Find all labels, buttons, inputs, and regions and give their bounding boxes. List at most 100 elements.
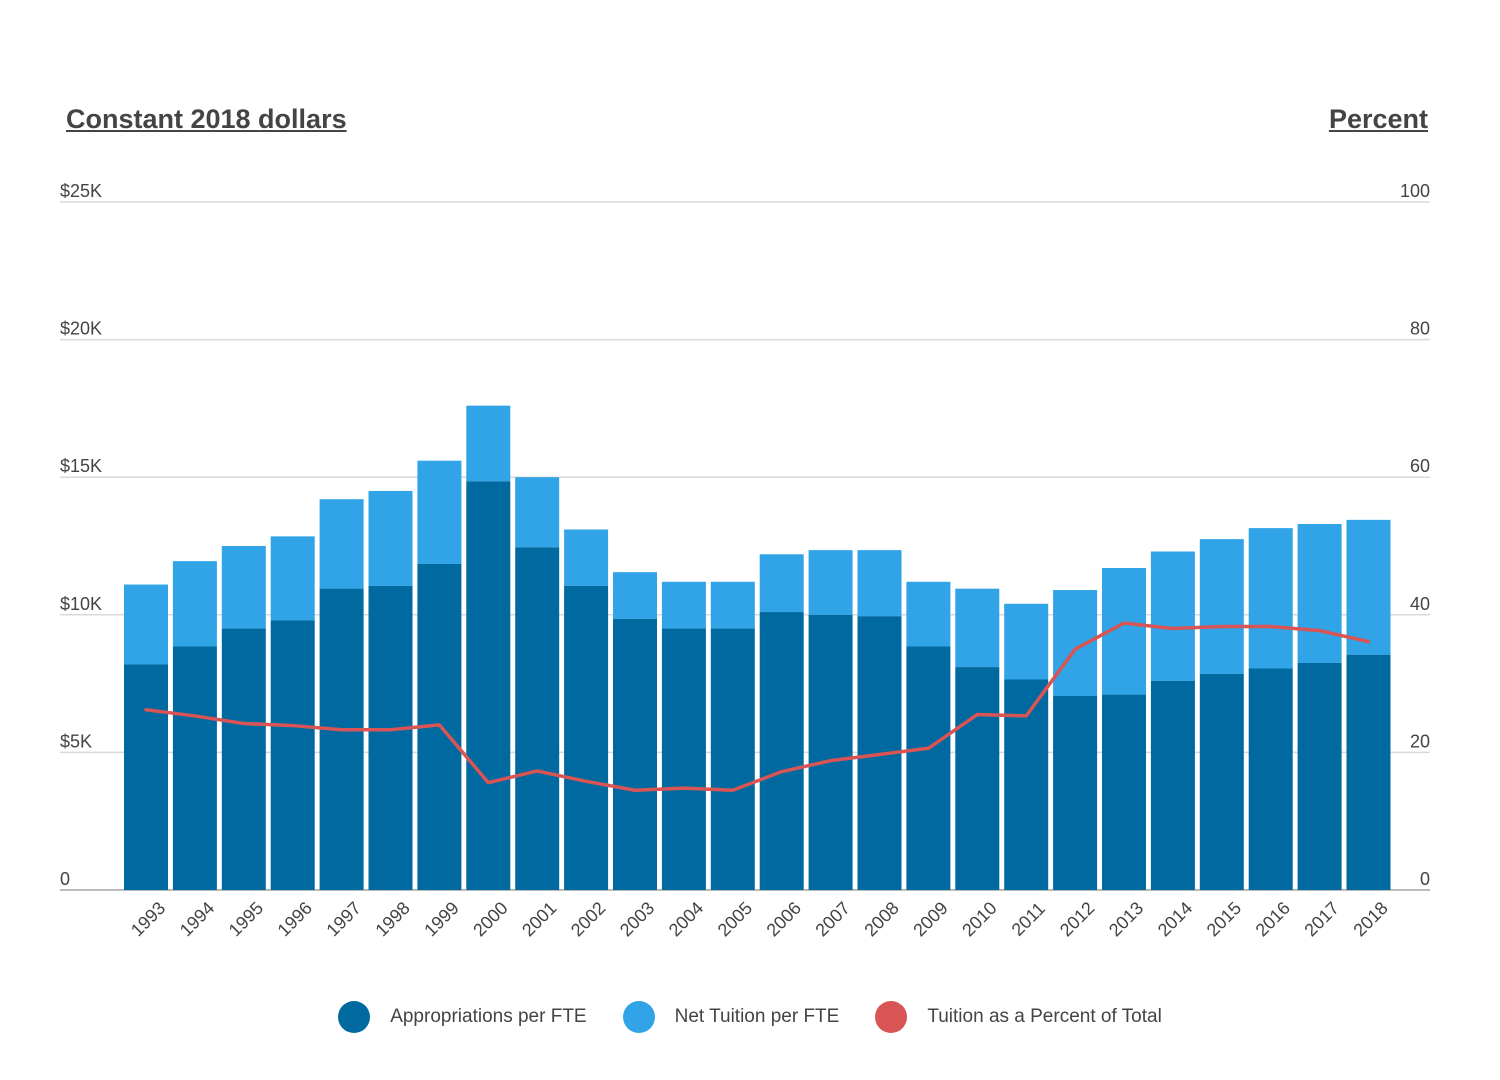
bar-net-tuition <box>857 550 902 617</box>
bar-net-tuition <box>808 550 853 615</box>
x-tick-label: 2002 <box>567 898 609 940</box>
legend-swatch-tuition-percent <box>875 1001 908 1033</box>
bar-appropriations <box>710 628 755 890</box>
x-tick-label: 2015 <box>1203 898 1245 940</box>
bar-net-tuition <box>955 588 1000 668</box>
bar-appropriations <box>613 618 657 890</box>
x-tick-label: 1994 <box>176 898 218 940</box>
legend-label-net-tuition: Net Tuition per FTE <box>674 1006 840 1027</box>
x-tick-label: 1995 <box>225 898 267 940</box>
bar-appropriations <box>906 646 951 890</box>
x-tick-label: 2000 <box>469 898 511 940</box>
bar-net-tuition <box>1199 539 1244 674</box>
bar-appropriations <box>172 646 217 890</box>
x-tick-label: 2012 <box>1056 898 1098 940</box>
x-tick-label: 2013 <box>1105 898 1147 940</box>
bar-appropriations <box>564 585 609 890</box>
x-tick-label: 1999 <box>420 898 462 940</box>
left-tick-label: $10K <box>60 594 102 614</box>
x-tick-label: 2003 <box>616 898 658 940</box>
legend-item-tuition-percent[interactable]: Tuition as a Percent of Total <box>875 1001 1162 1033</box>
bar-appropriations <box>124 664 168 890</box>
bar-appropriations <box>1248 668 1293 890</box>
bar-appropriations <box>1102 694 1146 890</box>
bar-net-tuition <box>1248 528 1293 669</box>
bar-net-tuition <box>221 546 266 629</box>
x-tick-label: 2018 <box>1349 898 1391 940</box>
bar-net-tuition <box>466 405 511 482</box>
bar-net-tuition <box>368 490 413 586</box>
left-tick-label: $20K <box>60 319 102 339</box>
left-tick-label: 0 <box>60 869 70 889</box>
bar-appropriations <box>270 620 315 890</box>
right-tick-label: 20 <box>1410 731 1430 751</box>
right-tick-label: 100 <box>1400 181 1430 201</box>
x-tick-label: 1998 <box>371 898 413 940</box>
bar-appropriations <box>221 628 266 890</box>
x-tick-label: 1996 <box>274 898 316 940</box>
left-tick-label: $15K <box>60 456 102 476</box>
x-tick-label: 2009 <box>909 898 951 940</box>
bar-net-tuition <box>1346 519 1391 655</box>
x-tick-label: 2005 <box>714 898 756 940</box>
bar-appropriations <box>759 612 804 890</box>
right-axis-title: Percent <box>1328 104 1428 134</box>
left-tick-label: $25K <box>60 181 102 201</box>
x-tick-label: 2006 <box>763 898 805 940</box>
bar-appropriations <box>1004 679 1049 890</box>
stacked-bar-line-chart: 0 0 $5K 20 $10K 40 $15K 60 $20K 80 $25K 100 1993 1994… <box>60 181 1430 940</box>
x-tick-label: 2001 <box>518 898 560 940</box>
legend-item-net-tuition[interactable]: Net Tuition per FTE <box>622 1001 840 1033</box>
x-tick-label: 2004 <box>665 898 707 940</box>
bar-appropriations <box>955 667 1000 890</box>
legend-item-appropriations[interactable]: Appropriations per FTE <box>338 1001 587 1033</box>
bar-net-tuition <box>319 499 364 589</box>
legend-label-appropriations: Appropriations per FTE <box>390 1006 587 1027</box>
bar-appropriations <box>1346 654 1391 890</box>
bar-appropriations <box>1053 695 1098 890</box>
bar-net-tuition <box>710 581 755 629</box>
legend-swatch-appropriations <box>338 1001 371 1033</box>
legend-label-tuition-percent: Tuition as a Percent of Total <box>927 1006 1162 1027</box>
x-tick-label: 2016 <box>1252 898 1294 940</box>
bar-net-tuition <box>564 529 609 586</box>
bar-net-tuition <box>661 581 706 629</box>
bar-appropriations <box>368 585 413 890</box>
left-tick-label: $5K <box>60 731 92 751</box>
bar-net-tuition <box>1150 551 1195 681</box>
bar-net-tuition <box>1297 523 1342 663</box>
bar-net-tuition <box>906 581 951 647</box>
x-tick-label: 2010 <box>958 898 1000 940</box>
legend: Appropriations per FTE Net Tuition per F… <box>0 1001 1500 1033</box>
bar-net-tuition <box>172 561 217 647</box>
bar-net-tuition <box>1004 603 1049 680</box>
x-tick-label: 1993 <box>127 898 169 940</box>
x-tick-label: 2014 <box>1154 898 1196 940</box>
bar-net-tuition <box>270 536 315 621</box>
right-tick-label: 80 <box>1410 319 1430 339</box>
bar-net-tuition <box>759 554 804 613</box>
bar-appropriations <box>808 614 853 890</box>
bar-appropriations <box>1297 662 1342 890</box>
series-line-tuition-percent <box>144 621 1371 792</box>
x-tick-label: 2017 <box>1300 898 1342 940</box>
right-tick-label: 40 <box>1410 594 1430 614</box>
bar-net-tuition <box>1053 590 1098 696</box>
x-tick-label: 2007 <box>811 898 853 940</box>
x-tick-label: 2011 <box>1008 898 1050 940</box>
bar-net-tuition <box>124 584 168 665</box>
bar-appropriations <box>661 628 706 890</box>
right-tick-label: 60 <box>1410 456 1430 476</box>
bar-appropriations <box>515 547 560 890</box>
bar-net-tuition <box>515 477 560 548</box>
bar-net-tuition <box>417 460 462 564</box>
right-tick-label: 0 <box>1420 869 1430 889</box>
x-tick-label: 1997 <box>322 898 364 940</box>
bar-appropriations <box>1150 680 1195 890</box>
left-axis-title: Constant 2018 dollars <box>66 104 347 134</box>
legend-swatch-net-tuition <box>622 1001 655 1033</box>
bar-appropriations <box>319 588 364 890</box>
bar-net-tuition <box>613 572 657 619</box>
x-tick-label: 2008 <box>860 898 902 940</box>
bar-appropriations <box>466 481 511 890</box>
